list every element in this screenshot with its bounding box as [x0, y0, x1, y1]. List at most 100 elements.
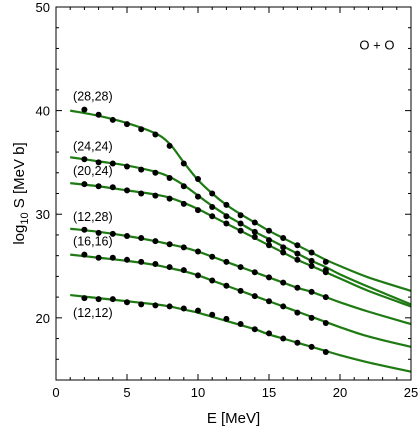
data-point: [322, 349, 329, 356]
data-point: [166, 195, 173, 202]
data-point: [223, 220, 230, 227]
data-point: [124, 299, 130, 306]
x-tick-label: 15: [262, 385, 276, 400]
data-point: [237, 264, 244, 271]
data-point: [294, 284, 301, 291]
y-tick-label: 40: [36, 104, 50, 119]
fit-curves: [70, 109, 412, 373]
data-point: [294, 250, 301, 257]
data-point: [166, 264, 173, 271]
data-point: [95, 229, 102, 236]
data-point: [308, 263, 315, 270]
data-point: [124, 232, 130, 239]
data-point: [223, 201, 230, 208]
data-point: [209, 311, 216, 318]
data-point: [322, 258, 329, 265]
data-point: [280, 335, 287, 342]
data-point: [251, 269, 258, 276]
data-point: [95, 159, 102, 166]
y-axis: 20 30 40 50: [36, 0, 411, 381]
data-point: [195, 175, 201, 182]
reaction-annotation: O + O: [359, 37, 394, 52]
data-points: [81, 106, 329, 356]
data-point: [138, 166, 145, 173]
data-point: [195, 207, 201, 214]
data-point: [180, 305, 187, 312]
x-axis: 0 5 10 15 20 25: [52, 7, 418, 400]
data-point: [180, 244, 187, 251]
data-point: [109, 184, 116, 191]
data-point: [152, 260, 159, 267]
data-point: [308, 257, 315, 264]
data-point: [124, 163, 130, 170]
series-label: (16,16): [73, 235, 113, 249]
data-point: [138, 301, 145, 308]
data-point: [223, 258, 230, 265]
data-point: [209, 190, 216, 197]
series-label: (12,12): [73, 306, 113, 320]
data-point: [180, 200, 187, 207]
data-point: [166, 303, 173, 310]
data-point: [195, 307, 201, 314]
data-point: [266, 330, 272, 337]
data-point: [95, 183, 102, 190]
data-point: [95, 296, 102, 303]
data-point: [251, 219, 258, 226]
data-point: [294, 309, 301, 316]
y-axis-title: log10 S [MeV b]: [11, 142, 31, 244]
data-point: [266, 242, 272, 249]
data-point: [294, 242, 301, 249]
series-label: (12,28): [73, 210, 113, 224]
data-point: [124, 187, 130, 194]
data-point: [251, 293, 258, 300]
data-point: [251, 228, 258, 235]
data-point: [308, 314, 315, 321]
data-point: [237, 227, 244, 234]
data-point: [138, 235, 145, 242]
data-point: [195, 272, 201, 279]
data-point: [280, 249, 287, 256]
data-point: [209, 277, 216, 284]
y-axis-title-post: S [MeV b]: [11, 142, 28, 212]
data-point: [152, 131, 159, 138]
data-point: [138, 190, 145, 197]
data-point: [237, 321, 244, 328]
data-point: [166, 142, 173, 149]
data-point: [95, 254, 102, 261]
data-point: [322, 320, 329, 327]
data-point: [237, 220, 244, 227]
y-axis-title-sub: 10: [19, 212, 31, 224]
data-point: [109, 296, 116, 303]
data-point: [209, 213, 216, 220]
data-point: [81, 226, 88, 233]
data-point: [180, 267, 187, 274]
data-point: [266, 274, 272, 281]
data-point: [81, 295, 88, 302]
data-point: [294, 339, 301, 346]
data-point: [223, 282, 230, 289]
data-point: [251, 234, 258, 241]
x-tick-label: 10: [191, 385, 205, 400]
data-point: [195, 193, 201, 200]
series-label: (28,28): [73, 90, 113, 104]
series-labels: (28,28) (24,24) (20,24) (12,28) (16,16) (12,1…: [73, 90, 113, 321]
data-point: [308, 249, 315, 256]
fit-curve: [70, 227, 412, 326]
y-tick-label: 20: [36, 311, 50, 326]
data-point: [266, 237, 272, 244]
data-point: [223, 213, 230, 220]
x-tick-label: 5: [123, 385, 130, 400]
data-point: [95, 111, 102, 118]
data-point: [308, 288, 315, 295]
data-point: [209, 253, 216, 260]
data-point: [81, 181, 88, 188]
data-point: [109, 116, 116, 123]
data-point: [266, 298, 272, 305]
data-point: [223, 315, 230, 322]
data-point: [138, 258, 145, 265]
data-point: [280, 303, 287, 310]
data-point: [166, 241, 173, 248]
data-point: [308, 343, 315, 350]
x-tick-label: 20: [333, 385, 347, 400]
series-label: (20,24): [73, 164, 113, 178]
